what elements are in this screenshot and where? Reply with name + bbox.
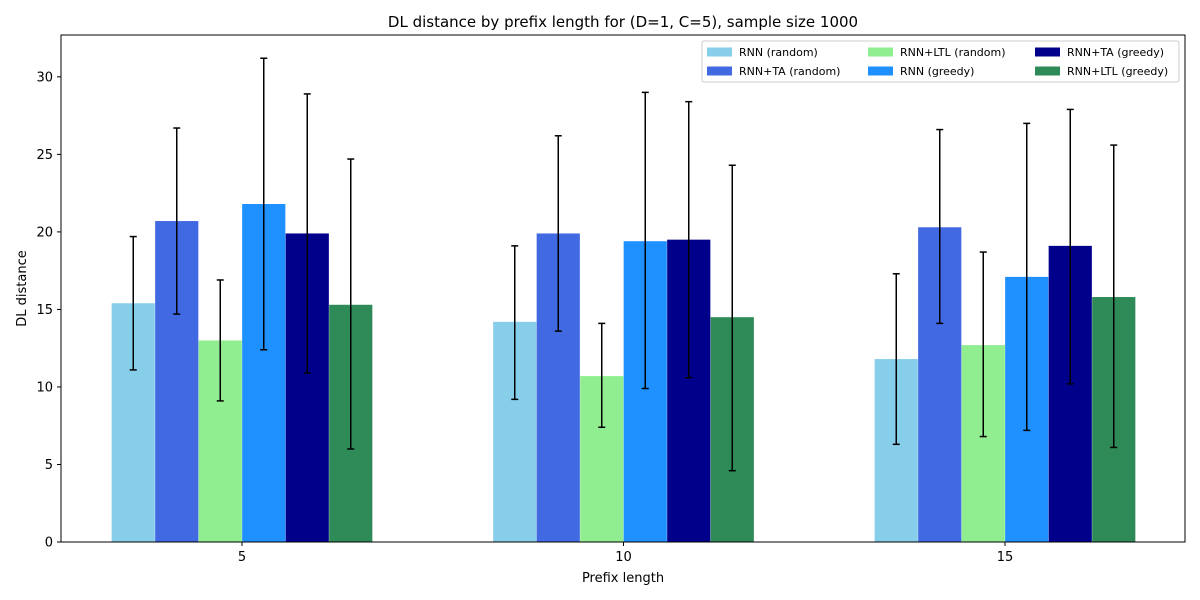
legend-swatch <box>707 47 732 57</box>
y-tick-label: 5 <box>45 458 53 473</box>
legend-swatch <box>1035 47 1060 57</box>
legend-label: RNN+LTL (random) <box>900 46 1006 59</box>
y-tick-label: 30 <box>36 70 53 85</box>
legend-item: RNN+TA (greedy) <box>1035 46 1164 59</box>
y-axis-label: DL distance <box>15 250 30 326</box>
error-bar <box>979 251 987 438</box>
error-bars-layer <box>129 57 1118 472</box>
bars-layer <box>111 204 1136 543</box>
x-axis-label: Prefix length <box>582 571 664 586</box>
error-bar <box>1110 144 1118 449</box>
error-bar <box>728 164 736 472</box>
error-bar <box>1023 122 1031 432</box>
legend-item: RNN (random) <box>707 46 818 59</box>
legend-swatch <box>1035 66 1060 76</box>
error-bar <box>892 273 900 446</box>
error-bar <box>129 235 137 371</box>
x-tick-label: 10 <box>615 550 632 565</box>
error-bar <box>1066 108 1074 385</box>
y-axis: 0 5 10 15 20 25 30 <box>36 70 61 551</box>
legend-swatch <box>868 47 893 57</box>
legend-swatch <box>707 66 732 76</box>
x-tick-label: 15 <box>997 550 1014 565</box>
error-bar <box>598 322 606 429</box>
error-bar <box>216 279 224 402</box>
error-bar <box>554 135 562 332</box>
legend-label: RNN+LTL (greedy) <box>1067 65 1168 78</box>
legend-item: RNN (greedy) <box>868 65 974 78</box>
error-bar <box>685 100 693 379</box>
legend-label: RNN (random) <box>739 46 818 59</box>
error-bar <box>260 57 268 351</box>
x-axis: 5 10 15 <box>238 542 1013 565</box>
y-tick-label: 0 <box>45 536 53 551</box>
x-tick-label: 5 <box>238 550 246 565</box>
legend-item: RNN+TA (random) <box>707 65 840 78</box>
legend-label: RNN (greedy) <box>900 65 974 78</box>
y-tick-label: 10 <box>36 380 53 395</box>
y-tick-label: 20 <box>36 225 53 240</box>
y-tick-label: 25 <box>36 148 53 163</box>
chart-title: DL distance by prefix length for (D=1, C… <box>388 13 858 31</box>
error-bar <box>511 245 519 401</box>
legend-item: RNN+LTL (random) <box>868 46 1006 59</box>
error-bar <box>641 91 649 390</box>
legend: RNN (random) RNN+TA (random) RNN+LTL (rand… <box>701 40 1180 83</box>
legend-label: RNN+TA (greedy) <box>1067 46 1164 59</box>
error-bar <box>303 93 311 374</box>
legend-item: RNN+LTL (greedy) <box>1035 65 1168 78</box>
error-bar <box>936 128 944 325</box>
y-tick-label: 15 <box>36 303 53 318</box>
error-bar <box>173 127 181 315</box>
legend-swatch <box>868 66 893 76</box>
legend-label: RNN+TA (random) <box>739 65 840 78</box>
error-bar <box>347 158 355 450</box>
